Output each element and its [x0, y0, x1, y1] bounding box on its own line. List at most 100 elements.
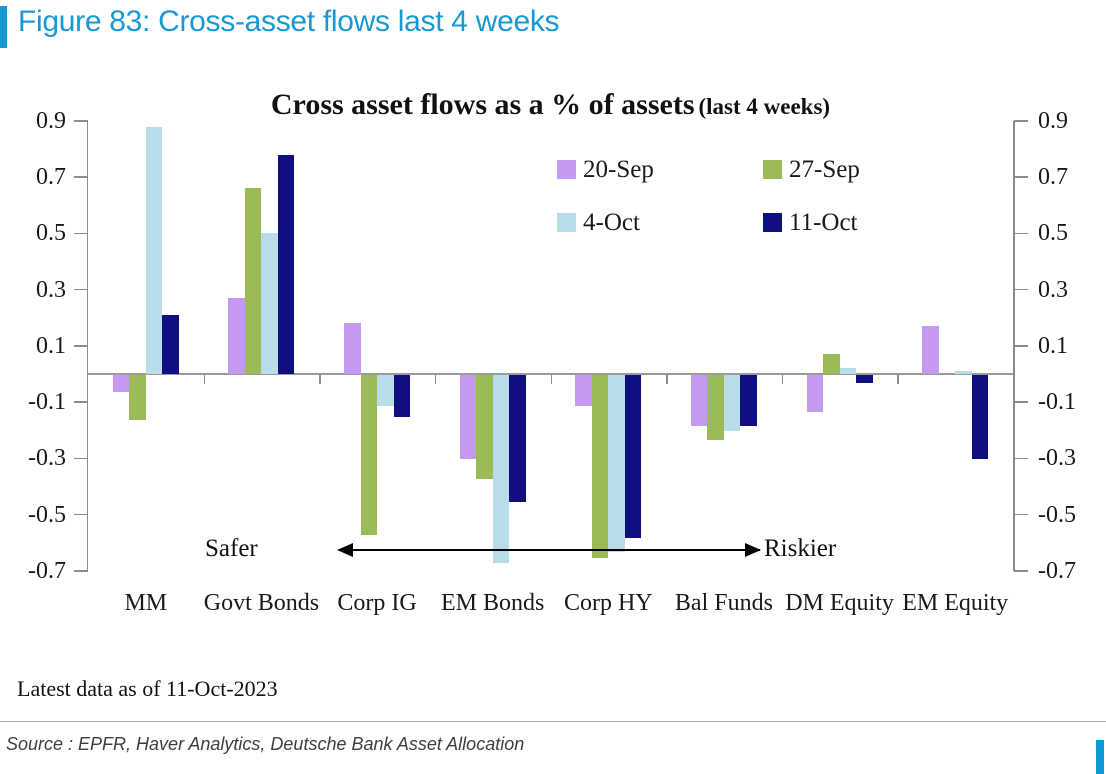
y-tick-left — [74, 232, 88, 235]
bar-11-oct-bal-funds — [740, 375, 757, 426]
arrow-left-head-icon — [337, 543, 353, 557]
corner-accent-bar — [1096, 740, 1104, 774]
y-tick-label-left: -0.5 — [28, 501, 66, 528]
y-tick-label-right: 0.3 — [1038, 276, 1068, 303]
bar-11-oct-corp-ig — [393, 375, 411, 418]
chart-title-main: Cross asset flows as a % of assets — [270, 88, 695, 121]
x-category-label: EM Equity — [902, 590, 1009, 616]
bar-20-sep-corp-hy — [575, 375, 592, 406]
chart-title-suffix: (last 4 weeks) — [698, 94, 831, 119]
y-tick-right — [1014, 176, 1028, 178]
bar-20-sep-em-equity — [922, 326, 939, 374]
safer-label: Safer — [205, 535, 258, 562]
legend-label-11-oct: 11-Oct — [789, 209, 858, 236]
bar-20-sep-corp-ig — [344, 323, 361, 374]
bar-4-oct-em-equity — [955, 371, 972, 374]
bar-4-oct-bal-funds — [723, 375, 741, 432]
x-category-label: Govt Bonds — [203, 590, 320, 616]
y-tick-right — [1014, 232, 1028, 235]
figure-heading: Figure 83: Cross-asset flows last 4 week… — [18, 5, 560, 38]
bar-11-oct-govt-bonds — [277, 154, 295, 374]
x-category-label: Bal Funds — [674, 590, 773, 616]
bar-4-oct-em-bonds — [492, 375, 510, 564]
y-tick-label-left: 0.1 — [36, 332, 66, 359]
x-category-separator-tick — [666, 375, 668, 384]
bar-20-sep-govt-bonds — [228, 298, 245, 374]
bar-4-oct-mm — [145, 126, 163, 374]
x-category-separator-tick — [434, 375, 437, 384]
x-category-separator-tick — [781, 375, 784, 384]
y-tick-left — [74, 513, 88, 516]
x-category-label: EM Bonds — [441, 590, 545, 616]
bar-11-oct-em-equity — [971, 375, 989, 460]
y-tick-label-right: -0.1 — [1038, 389, 1076, 416]
bar-11-oct-mm — [162, 314, 179, 374]
y-tick-left — [74, 120, 88, 122]
risk-spectrum-arrow — [341, 549, 760, 551]
y-tick-left — [74, 176, 88, 178]
y-tick-label-left: 0.7 — [36, 164, 66, 191]
legend-swatch-11-oct — [763, 213, 782, 232]
bar-27-sep-dm-equity — [823, 354, 840, 374]
y-tick-right — [1014, 345, 1028, 347]
bar-20-sep-bal-funds — [690, 375, 708, 426]
bar-27-sep-corp-hy — [591, 375, 609, 558]
legend-swatch-4-oct — [557, 213, 576, 232]
bar-20-sep-dm-equity — [806, 375, 824, 412]
x-category-label: DM Equity — [785, 590, 894, 616]
legend-swatch-27-sep — [763, 160, 782, 179]
y-tick-label-left: -0.3 — [28, 445, 66, 472]
bar-27-sep-govt-bonds — [244, 188, 262, 374]
bar-20-sep-mm — [112, 375, 130, 392]
heading-accent-bar — [0, 6, 7, 48]
footer-divider — [0, 721, 1106, 722]
y-tick-label-left: 0.9 — [36, 107, 66, 134]
x-category-separator-tick — [897, 375, 899, 384]
y-tick-label-right: 0.7 — [1038, 164, 1068, 191]
y-tick-left — [74, 288, 88, 291]
y-tick-right — [1014, 401, 1028, 403]
x-category-separator-tick — [319, 375, 321, 384]
y-tick-label-left: -0.7 — [28, 557, 66, 584]
bar-27-sep-bal-funds — [707, 375, 724, 440]
y-axis-right — [1013, 120, 1015, 571]
bar-11-oct-corp-hy — [624, 375, 642, 539]
chart-title: Cross asset flows as a % of assets (last… — [88, 88, 1013, 122]
x-category-separator-tick — [203, 375, 206, 384]
y-tick-right — [1014, 513, 1028, 516]
y-tick-label-right: 0.5 — [1038, 220, 1068, 247]
y-tick-left — [74, 457, 88, 460]
y-tick-label-right: -0.3 — [1038, 445, 1076, 472]
x-axis-zero-line — [88, 373, 1013, 375]
y-tick-label-left: 0.3 — [36, 276, 66, 303]
data-note: Latest data as of 11-Oct-2023 — [17, 676, 278, 701]
source-line: Source : EPFR, Haver Analytics, Deutsche… — [6, 734, 525, 754]
y-tick-right — [1014, 457, 1028, 460]
y-tick-label-right: -0.7 — [1038, 557, 1076, 584]
bar-27-sep-mm — [129, 375, 146, 420]
y-tick-label-left: 0.5 — [36, 220, 66, 247]
riskier-label: Riskier — [764, 535, 837, 562]
bar-11-oct-dm-equity — [856, 375, 873, 384]
legend-label-4-oct: 4-Oct — [583, 209, 640, 236]
bar-11-oct-em-bonds — [509, 375, 526, 502]
arrow-right-head-icon — [745, 543, 761, 557]
bar-4-oct-corp-ig — [377, 375, 394, 406]
bar-27-sep-corp-ig — [360, 375, 378, 536]
x-category-label: Corp HY — [563, 590, 653, 616]
x-category-separator-tick — [550, 375, 552, 384]
bar-4-oct-govt-bonds — [261, 233, 278, 374]
x-category-label: MM — [124, 590, 168, 616]
y-tick-right — [1014, 288, 1028, 291]
bar-4-oct-corp-hy — [608, 375, 625, 553]
bar-20-sep-em-bonds — [459, 375, 477, 460]
y-tick-label-right: 0.9 — [1038, 107, 1068, 134]
y-tick-left — [74, 401, 88, 403]
y-tick-label-left: -0.1 — [28, 389, 66, 416]
y-tick-left — [74, 570, 88, 572]
y-tick-right — [1014, 120, 1028, 122]
cross-asset-flows-chart: Cross asset flows as a % of assets (last… — [28, 88, 1076, 616]
y-tick-label-right: 0.1 — [1038, 332, 1068, 359]
y-tick-left — [74, 345, 88, 347]
